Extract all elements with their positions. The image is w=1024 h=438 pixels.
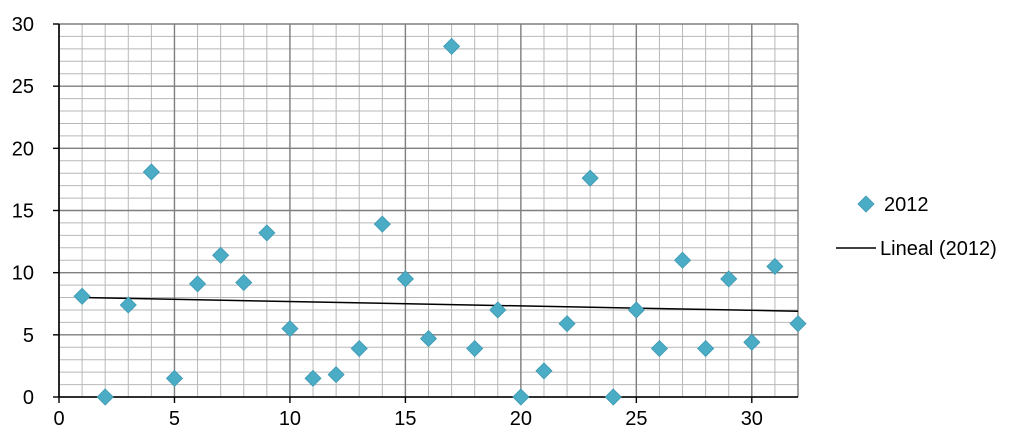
- trendline: [82, 296, 799, 312]
- data-point: [489, 301, 507, 319]
- data-point: [212, 246, 230, 264]
- data-point: [535, 362, 553, 380]
- y-tick-label: 25: [12, 76, 34, 98]
- x-tick-label: 5: [169, 408, 180, 430]
- data-point: [650, 339, 669, 358]
- data-point: [512, 388, 530, 406]
- data-point: [419, 329, 438, 348]
- data-point: [165, 369, 184, 387]
- y-tick-label: 10: [12, 263, 34, 285]
- data-point: [73, 287, 91, 305]
- data-point: [627, 301, 645, 319]
- x-tick-label: 20: [510, 408, 532, 430]
- data-point: [281, 320, 299, 338]
- y-tick-label: 30: [12, 14, 34, 36]
- data-point: [142, 163, 160, 181]
- y-axis-ticks: 0 5 10 15 20 25 30: [12, 14, 59, 409]
- data-point: [766, 257, 784, 276]
- data-point: [235, 274, 253, 292]
- trendline-group: [82, 296, 799, 312]
- x-tick-label: 15: [394, 408, 416, 430]
- data-point: [697, 339, 715, 358]
- data-point: [258, 224, 276, 242]
- data-point: [743, 333, 761, 351]
- data-point: [327, 366, 345, 384]
- data-point: [396, 270, 414, 288]
- data-point: [789, 315, 807, 333]
- data-point: [720, 270, 738, 288]
- data-point: [673, 251, 692, 269]
- legend-label-2012: 2012: [884, 194, 929, 216]
- x-tick-label: 10: [279, 408, 301, 430]
- data-point: [373, 215, 391, 233]
- data-point: [466, 339, 484, 358]
- x-tick-label: 0: [53, 408, 64, 430]
- y-tick-label: 0: [23, 387, 34, 409]
- data-point: [443, 37, 461, 55]
- data-point: [96, 388, 114, 406]
- data-point: [581, 169, 599, 187]
- x-tick-label: 25: [625, 408, 647, 430]
- data-point: [350, 339, 368, 358]
- legend-marker-2012: [857, 195, 875, 213]
- x-axis-ticks: 0 5 10 15 20 25 30: [53, 397, 763, 430]
- data-point: [119, 296, 137, 314]
- data-point: [604, 388, 622, 406]
- y-tick-label: 20: [12, 138, 34, 160]
- data-point: [558, 315, 576, 333]
- y-tick-label: 15: [12, 201, 34, 223]
- x-tick-label: 30: [741, 408, 763, 430]
- data-point: [188, 275, 207, 293]
- legend: 2012 Lineal (2012): [836, 194, 997, 260]
- y-tick-label: 5: [23, 325, 34, 347]
- data-point: [304, 369, 322, 387]
- legend-label-trend: Lineal (2012): [880, 238, 997, 260]
- data-points: [73, 37, 807, 406]
